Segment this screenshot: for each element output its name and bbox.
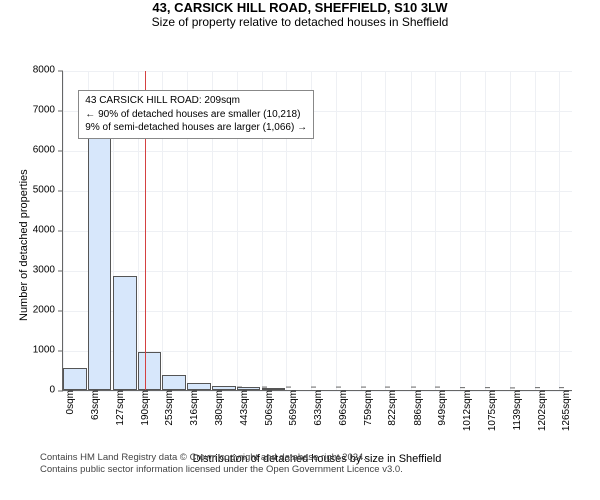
- gridline-vertical: [510, 71, 511, 390]
- y-tick-label: 7000: [33, 105, 63, 116]
- x-tick-label: 759sqm: [361, 390, 374, 426]
- y-tick-label: 3000: [33, 265, 63, 276]
- histogram-bar: [88, 132, 112, 390]
- y-axis-label: Number of detached properties: [18, 169, 30, 321]
- y-tick-label: 4000: [33, 225, 63, 236]
- gridline-vertical: [411, 71, 412, 390]
- gridline-vertical: [485, 71, 486, 390]
- y-tick-label: 2000: [33, 305, 63, 316]
- y-tick-label: 6000: [33, 145, 63, 156]
- y-tick-label: 1000: [33, 345, 63, 356]
- x-tick-label: 127sqm: [113, 390, 126, 426]
- page-subtitle: Size of property relative to detached ho…: [0, 15, 600, 29]
- x-tick-label: 1075sqm: [485, 390, 498, 431]
- histogram-bar: [113, 276, 137, 390]
- x-tick-label: 1012sqm: [460, 390, 473, 431]
- x-tick-label: 569sqm: [286, 390, 299, 426]
- gridline-horizontal: [63, 191, 572, 192]
- x-tick-label: 506sqm: [262, 390, 275, 426]
- x-tick-label: 253sqm: [162, 390, 175, 426]
- histogram-bar: [162, 375, 186, 390]
- histogram-bar: [237, 387, 261, 390]
- x-tick-label: 1202sqm: [535, 390, 548, 431]
- histogram-bar: [212, 386, 236, 390]
- gridline-horizontal: [63, 231, 572, 232]
- annotation-line: ← 90% of detached houses are smaller (10…: [85, 108, 307, 122]
- x-tick-label: 0sqm: [63, 390, 76, 414]
- x-tick-label: 63sqm: [88, 390, 101, 420]
- gridline-vertical: [63, 71, 64, 390]
- x-tick-label: 822sqm: [385, 390, 398, 426]
- x-tick-label: 886sqm: [411, 390, 424, 426]
- plot-area: 0100020003000400050006000700080000sqm63s…: [62, 71, 572, 391]
- histogram-bar: [63, 368, 87, 390]
- annotation-line: 43 CARSICK HILL ROAD: 209sqm: [85, 94, 307, 108]
- page-title: 43, CARSICK HILL ROAD, SHEFFIELD, S10 3L…: [0, 0, 600, 15]
- gridline-vertical: [535, 71, 536, 390]
- footer-line-1: Contains HM Land Registry data © Crown c…: [40, 452, 403, 464]
- histogram-bar: [138, 352, 162, 390]
- gridline-horizontal: [63, 311, 572, 312]
- histogram-bar: [187, 383, 211, 390]
- gridline-vertical: [336, 71, 337, 390]
- x-tick-label: 443sqm: [237, 390, 250, 426]
- y-tick-label: 8000: [33, 65, 63, 76]
- gridline-vertical: [460, 71, 461, 390]
- gridline-horizontal: [63, 151, 572, 152]
- x-tick-label: 316sqm: [187, 390, 200, 426]
- histogram-bar: [262, 388, 286, 390]
- attribution-footer: Contains HM Land Registry data © Crown c…: [40, 452, 403, 477]
- footer-line-2: Contains public sector information licen…: [40, 464, 403, 476]
- gridline-horizontal: [63, 71, 572, 72]
- x-tick-label: 190sqm: [138, 390, 151, 426]
- x-tick-label: 1265sqm: [559, 390, 572, 431]
- annotation-line: 9% of semi-detached houses are larger (1…: [85, 121, 307, 135]
- x-tick-label: 696sqm: [336, 390, 349, 426]
- gridline-vertical: [435, 71, 436, 390]
- gridline-horizontal: [63, 271, 572, 272]
- x-tick-label: 380sqm: [212, 390, 225, 426]
- gridline-vertical: [385, 71, 386, 390]
- y-tick-label: 5000: [33, 185, 63, 196]
- gridline-vertical: [361, 71, 362, 390]
- y-tick-label: 0: [49, 385, 63, 396]
- x-tick-label: 633sqm: [311, 390, 324, 426]
- x-tick-label: 949sqm: [435, 390, 448, 426]
- gridline-vertical: [559, 71, 560, 390]
- x-tick-label: 1139sqm: [510, 390, 523, 430]
- annotation-box: 43 CARSICK HILL ROAD: 209sqm← 90% of det…: [78, 90, 314, 139]
